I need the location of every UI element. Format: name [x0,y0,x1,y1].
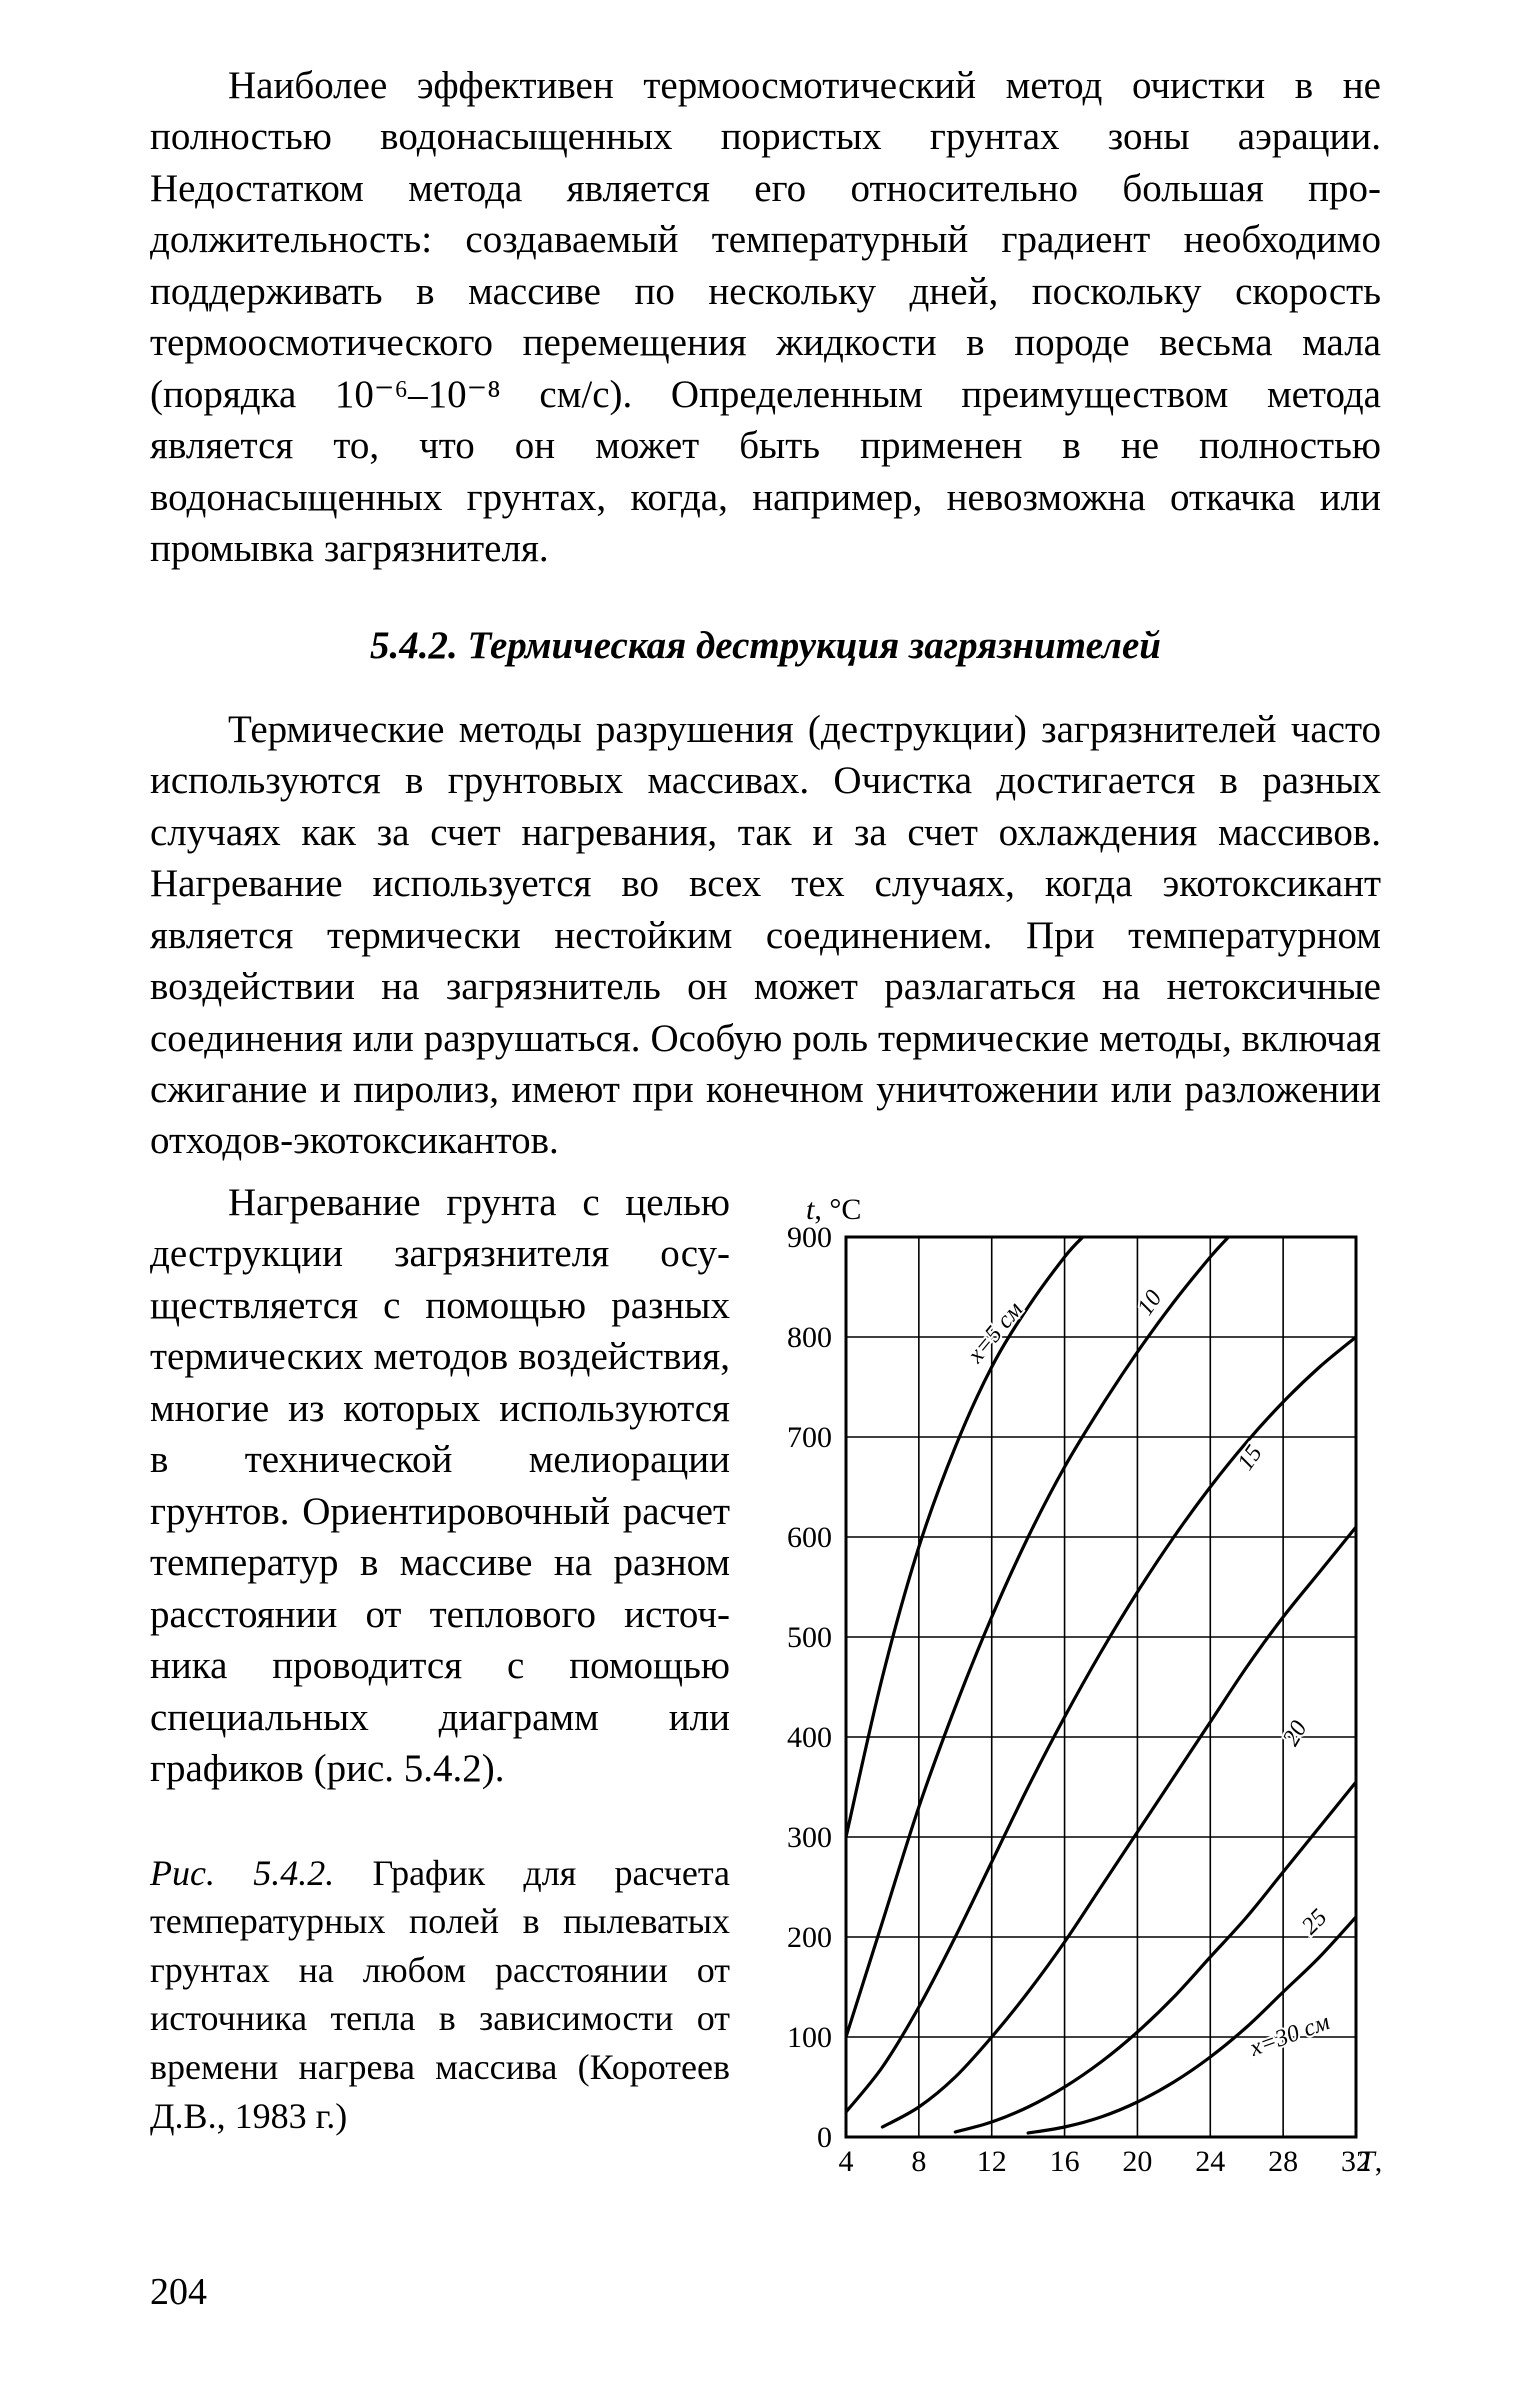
right-column: 0100200300400500600700800900481216202428… [741,1177,1381,2197]
page: Наиболее эффективен термоосмотический ме… [0,0,1521,2384]
svg-text:t, °C: t, °C [806,1193,861,1226]
paragraph-1: Наиболее эффективен термоосмотический ме… [150,60,1381,575]
svg-text:24: 24 [1195,2145,1225,2178]
svg-text:16: 16 [1050,2145,1080,2178]
svg-text:20: 20 [1122,2145,1152,2178]
line-chart-svg: 0100200300400500600700800900481216202428… [741,1177,1381,2197]
svg-text:200: 200 [787,1921,832,1954]
section-heading: 5.4.2. Термическая деструкция загрязните… [150,623,1381,668]
caption-lead: Рис. 5.4.2. [150,1853,334,1893]
paragraph-2: Термические методы разрушения (деструкци… [150,704,1381,1167]
svg-text:600: 600 [787,1521,832,1554]
svg-text:T, ч: T, ч [1358,2145,1381,2178]
page-number: 204 [150,2270,207,2314]
figure-caption: Рис. 5.4.2. График для расчета температу… [150,1849,730,2141]
paragraph-3: Нагревание грунта с целью деструкции заг… [150,1177,730,1795]
svg-text:800: 800 [787,1321,832,1354]
svg-text:400: 400 [787,1721,832,1754]
svg-text:8: 8 [911,2145,926,2178]
svg-text:500: 500 [787,1621,832,1654]
svg-text:12: 12 [977,2145,1007,2178]
svg-text:0: 0 [817,2121,832,2154]
two-column-region: Нагревание грунта с целью деструкции заг… [150,1177,1381,2197]
svg-text:28: 28 [1268,2145,1298,2178]
caption-text: График для расчета температурных полей в… [150,1853,730,2136]
left-column: Нагревание грунта с целью деструкции заг… [150,1177,730,2176]
chart-5-4-2: 0100200300400500600700800900481216202428… [741,1177,1381,2197]
svg-text:100: 100 [787,2021,832,2054]
svg-text:700: 700 [787,1421,832,1454]
svg-text:4: 4 [839,2145,854,2178]
svg-text:300: 300 [787,1821,832,1854]
